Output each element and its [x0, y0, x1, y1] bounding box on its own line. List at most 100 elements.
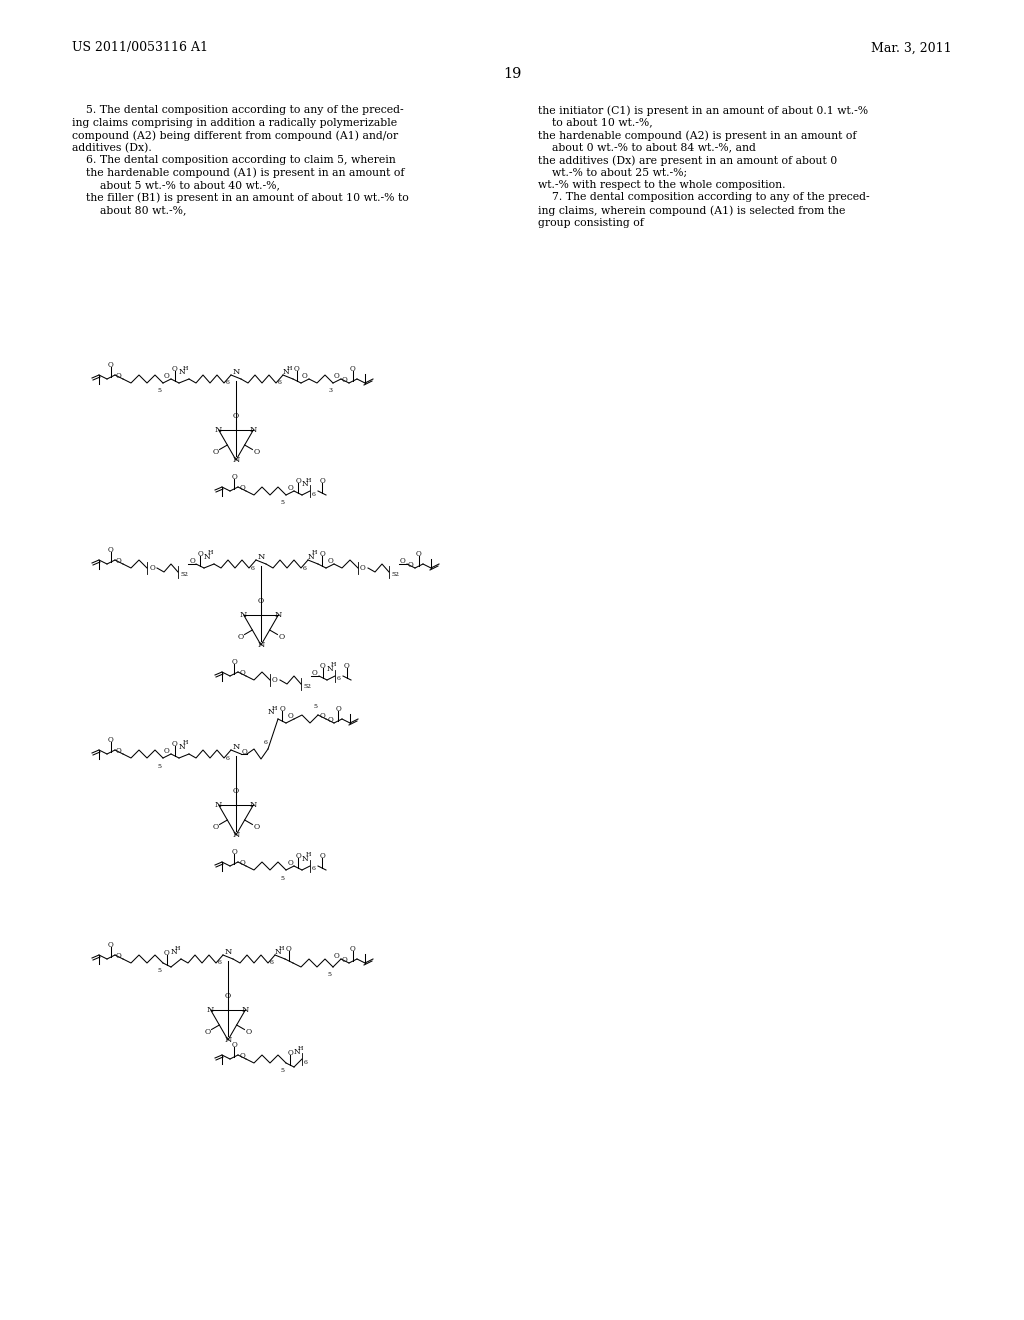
Text: US 2011/0053116 A1: US 2011/0053116 A1 — [72, 41, 208, 54]
Text: N: N — [302, 855, 308, 863]
Text: H: H — [297, 1045, 303, 1051]
Text: O: O — [350, 945, 356, 953]
Text: O: O — [321, 663, 326, 671]
Text: N: N — [178, 743, 185, 751]
Text: 6: 6 — [218, 961, 222, 965]
Text: O: O — [204, 1028, 210, 1036]
Text: 5: 5 — [157, 388, 161, 393]
Text: 6: 6 — [251, 565, 255, 570]
Text: N: N — [294, 1048, 300, 1056]
Text: O: O — [416, 550, 422, 558]
Text: O: O — [109, 360, 114, 370]
Text: O: O — [350, 366, 356, 374]
Text: N: N — [240, 611, 248, 619]
Text: O: O — [231, 847, 237, 855]
Text: 6. The dental composition according to claim 5, wherein: 6. The dental composition according to c… — [72, 154, 395, 165]
Text: O: O — [240, 484, 245, 492]
Text: 5: 5 — [157, 969, 161, 974]
Text: O: O — [344, 663, 350, 671]
Text: O: O — [409, 561, 414, 569]
Text: H: H — [331, 663, 336, 668]
Text: O: O — [189, 557, 195, 565]
Text: H: H — [182, 741, 187, 746]
Text: O: O — [238, 634, 244, 642]
Text: N: N — [327, 665, 334, 673]
Text: O: O — [232, 787, 239, 795]
Text: N: N — [267, 708, 274, 715]
Text: 6: 6 — [279, 380, 282, 385]
Text: the hardenable compound (A1) is present in an amount of: the hardenable compound (A1) is present … — [72, 168, 404, 178]
Text: about 0 wt.-% to about 84 wt.-%, and: about 0 wt.-% to about 84 wt.-%, and — [538, 143, 756, 153]
Text: the initiator (C1) is present in an amount of about 0.1 wt.-%: the initiator (C1) is present in an amou… — [538, 106, 868, 116]
Text: H: H — [271, 705, 276, 710]
Text: O: O — [241, 748, 247, 756]
Text: O: O — [334, 372, 340, 380]
Text: O: O — [319, 477, 325, 484]
Text: O: O — [302, 372, 308, 380]
Text: O: O — [172, 741, 178, 748]
Text: O: O — [287, 711, 293, 719]
Text: O: O — [254, 447, 260, 455]
Text: O: O — [287, 859, 293, 867]
Text: 5: 5 — [280, 1068, 284, 1073]
Text: N: N — [283, 368, 290, 376]
Text: O: O — [319, 550, 325, 558]
Text: H: H — [182, 366, 187, 371]
Text: H: H — [305, 478, 310, 483]
Text: O: O — [334, 952, 340, 960]
Text: H: H — [174, 945, 179, 950]
Text: 19: 19 — [503, 67, 521, 81]
Text: 6: 6 — [304, 1060, 308, 1064]
Text: the hardenable compound (A2) is present in an amount of: the hardenable compound (A2) is present … — [538, 129, 856, 140]
Text: 3: 3 — [328, 388, 332, 393]
Text: N: N — [215, 801, 222, 809]
Text: O: O — [312, 669, 317, 677]
Text: 6: 6 — [303, 565, 307, 570]
Text: N: N — [232, 743, 240, 751]
Text: H: H — [305, 853, 310, 858]
Text: N: N — [232, 368, 240, 376]
Text: O: O — [335, 705, 341, 713]
Text: 5: 5 — [180, 573, 184, 578]
Text: N: N — [257, 642, 264, 649]
Text: O: O — [212, 822, 218, 832]
Text: N: N — [274, 611, 282, 619]
Text: to about 10 wt.-%,: to about 10 wt.-%, — [538, 117, 656, 128]
Text: about 5 wt.-% to about 40 wt.-%,: about 5 wt.-% to about 40 wt.-%, — [72, 180, 284, 190]
Text: O: O — [327, 557, 333, 565]
Text: O: O — [172, 366, 178, 374]
Text: additives (Dx).: additives (Dx). — [72, 143, 152, 153]
Text: compound (A2) being different from compound (A1) and/or: compound (A2) being different from compo… — [72, 129, 398, 140]
Text: 6: 6 — [226, 380, 230, 385]
Text: O: O — [116, 952, 122, 960]
Text: N: N — [224, 948, 231, 956]
Text: 5: 5 — [280, 875, 284, 880]
Text: H: H — [279, 945, 284, 950]
Text: N: N — [302, 480, 308, 488]
Text: 5: 5 — [280, 500, 284, 506]
Text: O: O — [231, 657, 237, 667]
Text: 7. The dental composition according to any of the preced-: 7. The dental composition according to a… — [538, 193, 869, 202]
Text: O: O — [360, 564, 366, 572]
Text: N: N — [171, 948, 177, 956]
Text: the additives (Dx) are present in an amount of about 0: the additives (Dx) are present in an amo… — [538, 154, 838, 165]
Text: O: O — [109, 546, 114, 554]
Text: N: N — [274, 948, 282, 956]
Text: N: N — [204, 553, 210, 561]
Text: O: O — [342, 376, 348, 384]
Text: 2: 2 — [184, 573, 188, 578]
Text: N: N — [307, 553, 314, 561]
Text: O: O — [240, 669, 245, 677]
Text: O: O — [116, 557, 122, 565]
Text: O: O — [319, 711, 325, 719]
Text: 6: 6 — [337, 676, 341, 681]
Text: N: N — [215, 426, 222, 434]
Text: O: O — [287, 484, 293, 492]
Text: 5. The dental composition according to any of the preced-: 5. The dental composition according to a… — [72, 106, 403, 115]
Text: 6: 6 — [226, 755, 230, 760]
Text: O: O — [109, 737, 114, 744]
Text: O: O — [116, 372, 122, 380]
Text: O: O — [327, 715, 333, 723]
Text: 2: 2 — [395, 573, 399, 578]
Text: wt.-% to about 25 wt.-%;: wt.-% to about 25 wt.-%; — [538, 168, 687, 177]
